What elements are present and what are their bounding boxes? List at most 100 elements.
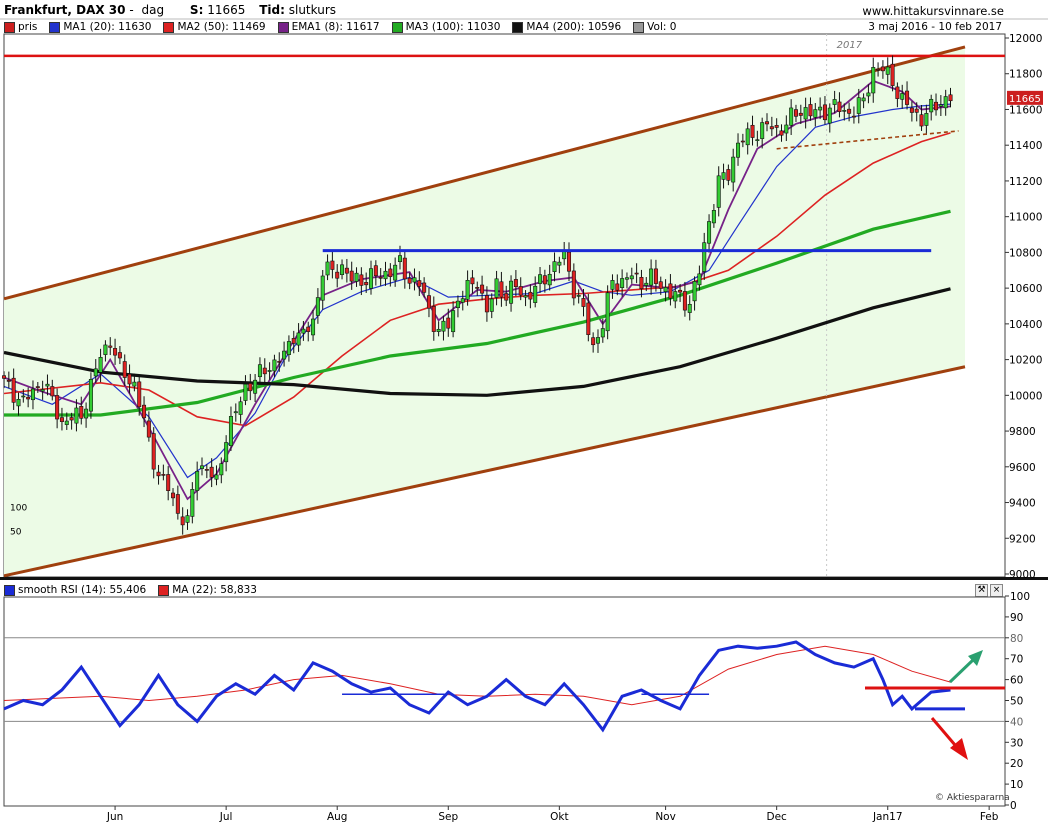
- close-value: 11665: [207, 3, 246, 17]
- candle-body: [658, 281, 663, 289]
- rsi-y-tick-label: 60: [1010, 675, 1023, 687]
- year-marker: 2017: [837, 40, 863, 51]
- candle-body: [876, 68, 881, 71]
- candle-body: [431, 306, 436, 332]
- candle-body: [620, 278, 625, 288]
- candle-body: [296, 332, 301, 346]
- candle-body: [909, 107, 914, 113]
- candle-body: [335, 271, 340, 279]
- candle-body: [306, 326, 311, 332]
- rsi-y-tick-label: 80: [1010, 633, 1023, 645]
- x-tick-label: Dec: [766, 811, 787, 823]
- candle-body: [533, 285, 538, 303]
- y-tick-label: 11600: [1009, 104, 1042, 116]
- y-tick-label: 11200: [1009, 176, 1042, 188]
- candle-body: [547, 273, 552, 286]
- candle-body: [489, 298, 494, 312]
- y-tick-label: 9000: [1009, 569, 1036, 581]
- candle-body: [745, 128, 750, 146]
- rsi-y-tick-label: 40: [1010, 716, 1023, 728]
- candle-body: [373, 265, 378, 277]
- y-tick-label: 9200: [1009, 533, 1036, 545]
- candle-body: [224, 442, 229, 463]
- candle-body: [93, 368, 98, 377]
- channel-upper-line: [3, 45, 966, 301]
- candle-body: [422, 282, 427, 293]
- candle-body: [687, 304, 692, 313]
- candle-body: [166, 474, 171, 491]
- candle-body: [591, 337, 596, 346]
- x-tick-label: Okt: [550, 811, 568, 823]
- x-tick-label: Feb: [980, 811, 999, 823]
- legend-label: MA4 (200): 10596: [526, 21, 622, 33]
- candle-body: [914, 108, 919, 113]
- candle-body: [779, 130, 784, 136]
- candle-body: [890, 63, 895, 86]
- legend-swatch: [4, 21, 15, 33]
- candle-body: [364, 282, 369, 286]
- arrow-down-icon: [950, 738, 968, 760]
- instrument-title: Frankfurt, DAX 30: [4, 3, 126, 17]
- candle-body: [837, 101, 842, 112]
- candle-body: [122, 361, 127, 378]
- candle-body: [793, 109, 798, 117]
- candle-body: [272, 359, 277, 372]
- candle-body: [108, 345, 113, 348]
- candle-body: [79, 406, 84, 419]
- candle-body: [880, 66, 885, 72]
- candle-body: [16, 399, 21, 407]
- candle-body: [64, 420, 69, 425]
- candle-body: [455, 300, 460, 309]
- legend-label: MA3 (100): 11030: [405, 21, 501, 33]
- arrow-up-icon: [968, 650, 983, 666]
- candle-body: [827, 107, 832, 124]
- candle-body: [934, 101, 939, 111]
- candle-body: [161, 474, 166, 476]
- ma200-line: [3, 287, 951, 397]
- legend-label: MA (22): 58,833: [172, 584, 257, 596]
- candle-body: [142, 404, 147, 419]
- site-url[interactable]: www.hittakursvinnare.se: [862, 4, 1004, 18]
- candle-body: [929, 98, 934, 113]
- candle-body: [393, 264, 398, 281]
- candle-body: [557, 261, 562, 266]
- legend-label: pris: [18, 21, 38, 33]
- candle-body: [185, 515, 190, 523]
- candle-body: [6, 379, 11, 382]
- candle-body: [330, 260, 335, 270]
- candle-body: [851, 115, 856, 118]
- candle-body: [151, 433, 156, 470]
- legend-swatch: [49, 21, 61, 33]
- trend-dashed-line: [776, 130, 959, 150]
- candle-body: [204, 469, 209, 471]
- candle-body: [692, 281, 697, 302]
- candle-body: [277, 361, 282, 363]
- rsi-y-tick-label: 10: [1010, 779, 1023, 791]
- candle-body: [644, 282, 649, 286]
- candle-body: [103, 344, 108, 355]
- title-separator: -: [129, 3, 134, 17]
- candle-body: [315, 297, 320, 316]
- candle-body: [262, 367, 267, 375]
- candle-body: [528, 291, 533, 300]
- candle-body: [74, 407, 79, 424]
- candle-body: [716, 175, 721, 208]
- candle-body: [634, 272, 639, 275]
- candle-body: [340, 264, 345, 276]
- candle-body: [707, 221, 712, 244]
- candle-body: [736, 142, 741, 158]
- time-value: slutkurs: [288, 3, 337, 17]
- rsi-ma-line: [3, 645, 951, 706]
- candle-body: [576, 295, 581, 297]
- candle-body: [320, 275, 325, 301]
- candle-body: [175, 494, 180, 514]
- rsi-y-tick-label: 70: [1010, 654, 1023, 666]
- candle-body: [21, 395, 26, 398]
- arrow-down-shaft: [930, 717, 957, 746]
- candle-body: [441, 320, 446, 332]
- watermark-label: © Aktiespararna: [935, 793, 1010, 803]
- candle-body: [832, 99, 837, 105]
- candle-body: [649, 268, 654, 286]
- candle-body: [663, 287, 668, 292]
